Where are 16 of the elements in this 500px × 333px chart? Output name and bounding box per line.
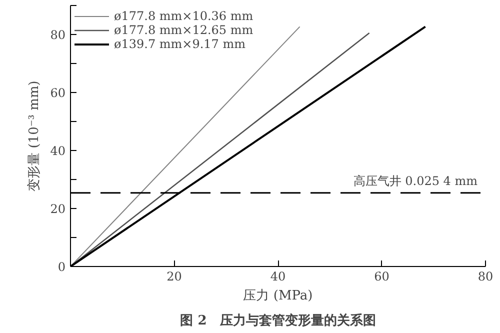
text: 图 2 压力与套管变形量的关系图 [180, 312, 376, 328]
x-tick-label: 80 [478, 270, 494, 284]
x-tick-label: 60 [374, 270, 390, 284]
y-tick-label: 80 [50, 28, 66, 42]
y-tick-label: 60 [50, 86, 66, 100]
x-tick-label: 20 [166, 270, 182, 284]
y-tick-label: 40 [50, 144, 66, 158]
y-tick-label: 20 [50, 202, 66, 216]
y-tick-label: 0 [58, 260, 66, 274]
x-tick-label: 40 [270, 270, 286, 284]
ref-line-label: 高压气井 0.025 4 mm [353, 174, 478, 188]
y-axis-title: 变形量 (10⁻³ mm) [27, 80, 42, 192]
x-axis-title: 压力 (MPa) [243, 288, 313, 304]
legend-label: ø139.7 mm×9.17 mm [114, 37, 246, 51]
legend-label: ø177.8 mm×10.36 mm [114, 9, 254, 23]
legend-label: ø177.8 mm×12.65 mm [114, 23, 254, 37]
